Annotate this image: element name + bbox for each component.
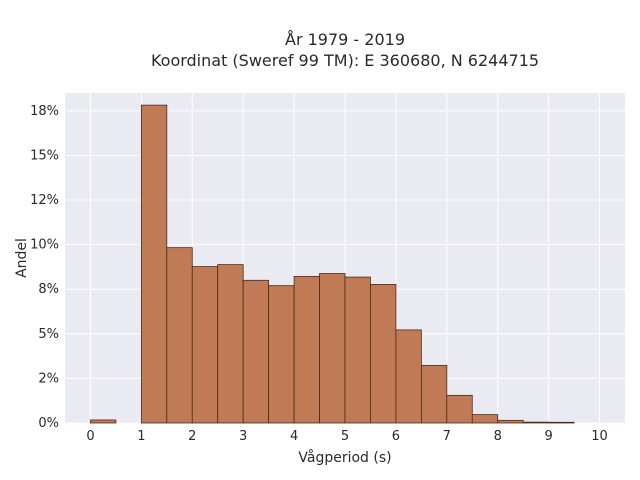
x-tick-label: 3 <box>239 429 247 444</box>
histogram-bar <box>370 283 397 424</box>
x-tick-label: 5 <box>341 429 349 444</box>
y-tick-label: 0% <box>38 416 59 431</box>
y-tick-label: 8% <box>38 282 59 297</box>
histogram-bar <box>90 419 117 424</box>
histogram-bar <box>548 421 575 424</box>
bars <box>90 104 575 424</box>
y-axis-ticks: 0% 2% 5% 8% 10% 12% 15% 18% <box>30 104 59 431</box>
histogram-bar <box>217 264 244 424</box>
chart-title-line1: År 1979 - 2019 <box>285 30 405 49</box>
histogram-bar <box>446 394 473 424</box>
y-tick-label: 15% <box>30 148 59 163</box>
x-tick-label: 10 <box>591 429 608 444</box>
histogram-bar <box>471 414 499 424</box>
y-tick-label: 2% <box>38 371 59 386</box>
histogram-bar <box>319 273 346 424</box>
histogram-bar <box>191 266 219 424</box>
x-tick-label: 1 <box>137 429 145 444</box>
x-tick-label: 2 <box>188 429 196 444</box>
x-axis-label: Vågperiod (s) <box>298 449 391 466</box>
x-tick-label: 7 <box>443 429 451 444</box>
y-axis-label: Andel <box>14 238 30 278</box>
x-axis-ticks: 0 1 2 3 4 5 6 7 8 9 10 <box>86 429 608 444</box>
histogram-bar <box>166 247 193 424</box>
histogram-bar <box>344 276 371 424</box>
histogram-bar <box>268 285 295 424</box>
x-tick-label: 0 <box>86 429 94 444</box>
x-tick-label: 9 <box>544 429 552 444</box>
y-tick-label: 5% <box>38 327 59 342</box>
y-tick-label: 10% <box>30 238 59 253</box>
histogram-bar <box>497 419 524 424</box>
chart-title-line2: Koordinat (Sweref 99 TM): E 360680, N 62… <box>151 51 539 70</box>
y-tick-label: 18% <box>30 104 59 119</box>
histogram-bar <box>293 275 320 424</box>
histogram-bar <box>522 421 550 424</box>
y-tick-label: 12% <box>30 193 59 208</box>
x-tick-label: 6 <box>392 429 400 444</box>
histogram-bar <box>242 279 270 424</box>
histogram-bar <box>140 104 168 424</box>
histogram-bar <box>420 364 448 424</box>
x-tick-label: 4 <box>290 429 298 444</box>
histogram-bar <box>395 329 422 424</box>
x-tick-label: 8 <box>494 429 502 444</box>
